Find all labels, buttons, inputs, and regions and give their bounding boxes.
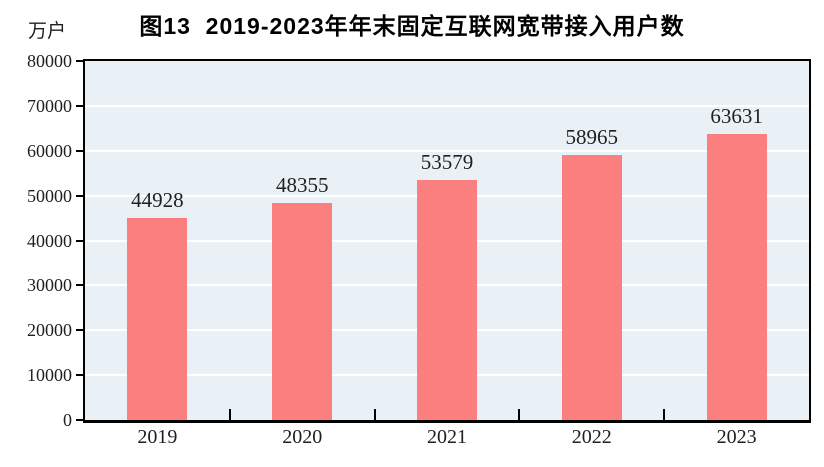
bar-value-label: 58965 xyxy=(565,125,619,150)
y-axis-tick-label: 80000 xyxy=(27,51,72,71)
x-axis-tick-label: 2020 xyxy=(282,426,323,448)
y-axis-unit-label: 万户 xyxy=(28,21,67,42)
chart-title: 图13 2019-2023年年末固定互联网宽带接入用户数 xyxy=(139,13,685,39)
y-axis-tick-label: 10000 xyxy=(27,365,72,386)
x-axis-boundary-tick xyxy=(373,409,376,420)
gridline xyxy=(85,149,809,152)
y-axis-tick xyxy=(76,60,85,62)
y-axis-tick xyxy=(76,149,85,152)
bar-2019 xyxy=(127,218,188,420)
y-axis-tick-label: 20000 xyxy=(27,320,72,341)
x-axis-tick-label: 2023 xyxy=(716,426,757,448)
plot-area: 44928 48355 53579 58965 63631 xyxy=(83,59,811,423)
bar-value-label: 53579 xyxy=(420,149,474,174)
y-axis-tick xyxy=(76,104,85,107)
y-axis-tick xyxy=(76,329,85,332)
y-axis-tick xyxy=(76,374,85,377)
x-axis-tick-label: 2019 xyxy=(137,426,178,448)
y-axis-tick xyxy=(76,419,85,421)
bar-2020 xyxy=(272,203,333,420)
bar-2021 xyxy=(417,179,477,420)
bar-2023 xyxy=(706,134,767,420)
y-axis-tick-label: 60000 xyxy=(27,140,72,161)
x-axis-boundary-tick xyxy=(228,409,231,420)
bar-value-label: 48355 xyxy=(275,173,329,198)
y-axis-tick xyxy=(76,239,85,242)
x-axis-boundary-tick xyxy=(518,409,521,420)
bar-2022 xyxy=(561,155,622,420)
bar-value-label: 63631 xyxy=(710,104,763,129)
gridline xyxy=(85,104,809,107)
x-axis-tick-label: 2022 xyxy=(571,426,612,448)
y-axis-tick xyxy=(76,284,85,287)
y-axis-tick-label: 0 xyxy=(63,410,72,430)
bar-value-label: 44928 xyxy=(131,188,184,213)
y-axis-tick-label: 40000 xyxy=(27,230,72,251)
y-axis-tick-label: 50000 xyxy=(27,185,72,206)
y-axis-tick xyxy=(76,194,85,197)
x-axis-boundary-tick xyxy=(663,409,666,420)
y-axis-tick-label: 70000 xyxy=(27,95,72,116)
x-axis-tick-label: 2021 xyxy=(426,426,467,448)
y-axis-tick-label: 30000 xyxy=(27,275,72,296)
